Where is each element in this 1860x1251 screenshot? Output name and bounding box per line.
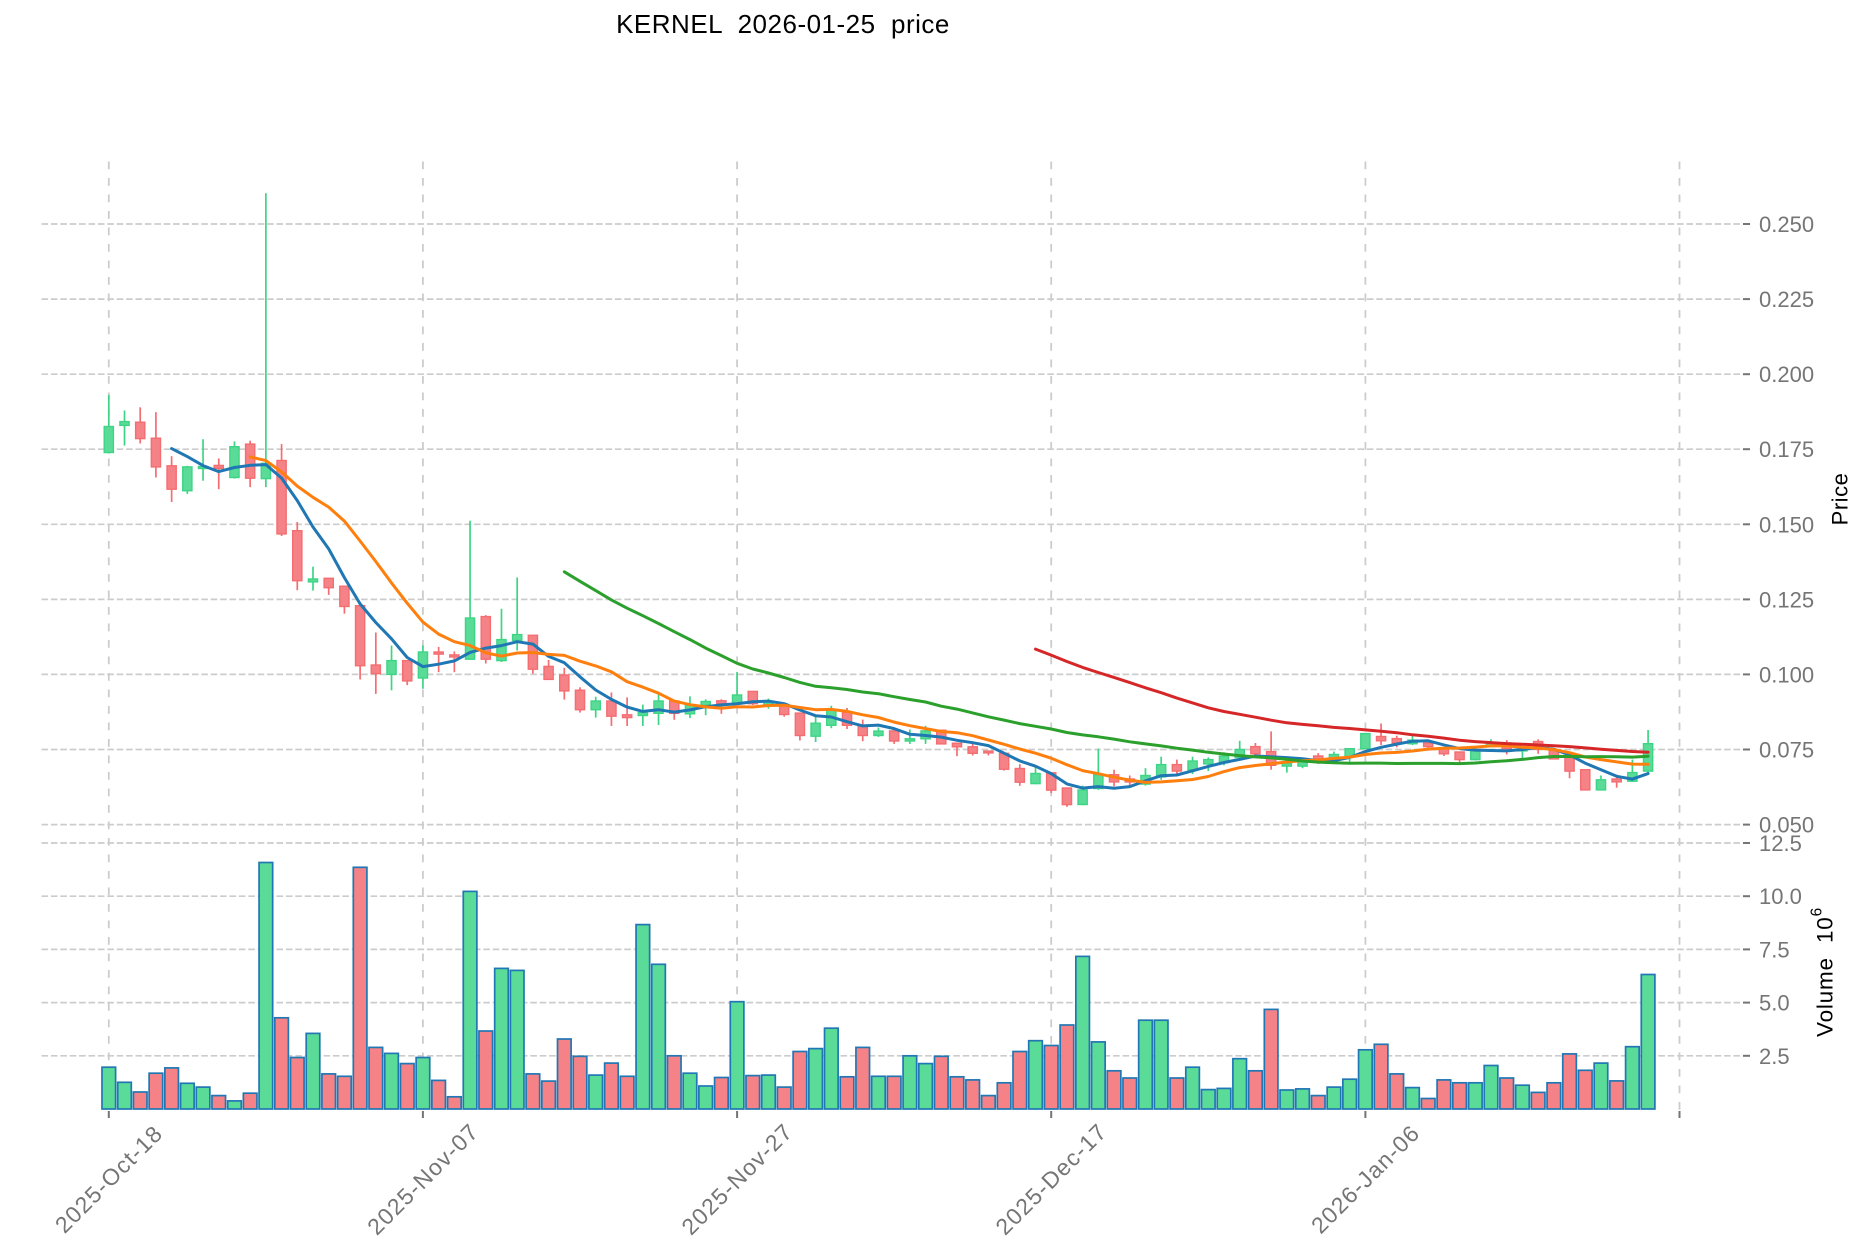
svg-text:0.075: 0.075	[1759, 738, 1814, 763]
svg-text:5.0: 5.0	[1759, 991, 1790, 1016]
svg-text:Price: Price	[1828, 473, 1853, 526]
svg-text:0.250: 0.250	[1759, 212, 1814, 237]
svg-text:0.125: 0.125	[1759, 587, 1814, 612]
svg-text:12.5: 12.5	[1759, 831, 1802, 856]
svg-text:0.225: 0.225	[1759, 287, 1814, 312]
svg-text:0.200: 0.200	[1759, 362, 1814, 387]
svg-text:0.100: 0.100	[1759, 662, 1814, 687]
svg-text:0.150: 0.150	[1759, 512, 1814, 537]
svg-text:Volume 106: Volume 106	[1808, 907, 1838, 1037]
svg-text:2.5: 2.5	[1759, 1044, 1790, 1069]
svg-text:7.5: 7.5	[1759, 937, 1790, 962]
svg-text:KERNEL 2026-01-25 price: KERNEL 2026-01-25 price	[616, 9, 950, 39]
svg-text:10.0: 10.0	[1759, 884, 1802, 909]
svg-text:0.175: 0.175	[1759, 437, 1814, 462]
svg-text:0.050: 0.050	[1759, 813, 1814, 838]
